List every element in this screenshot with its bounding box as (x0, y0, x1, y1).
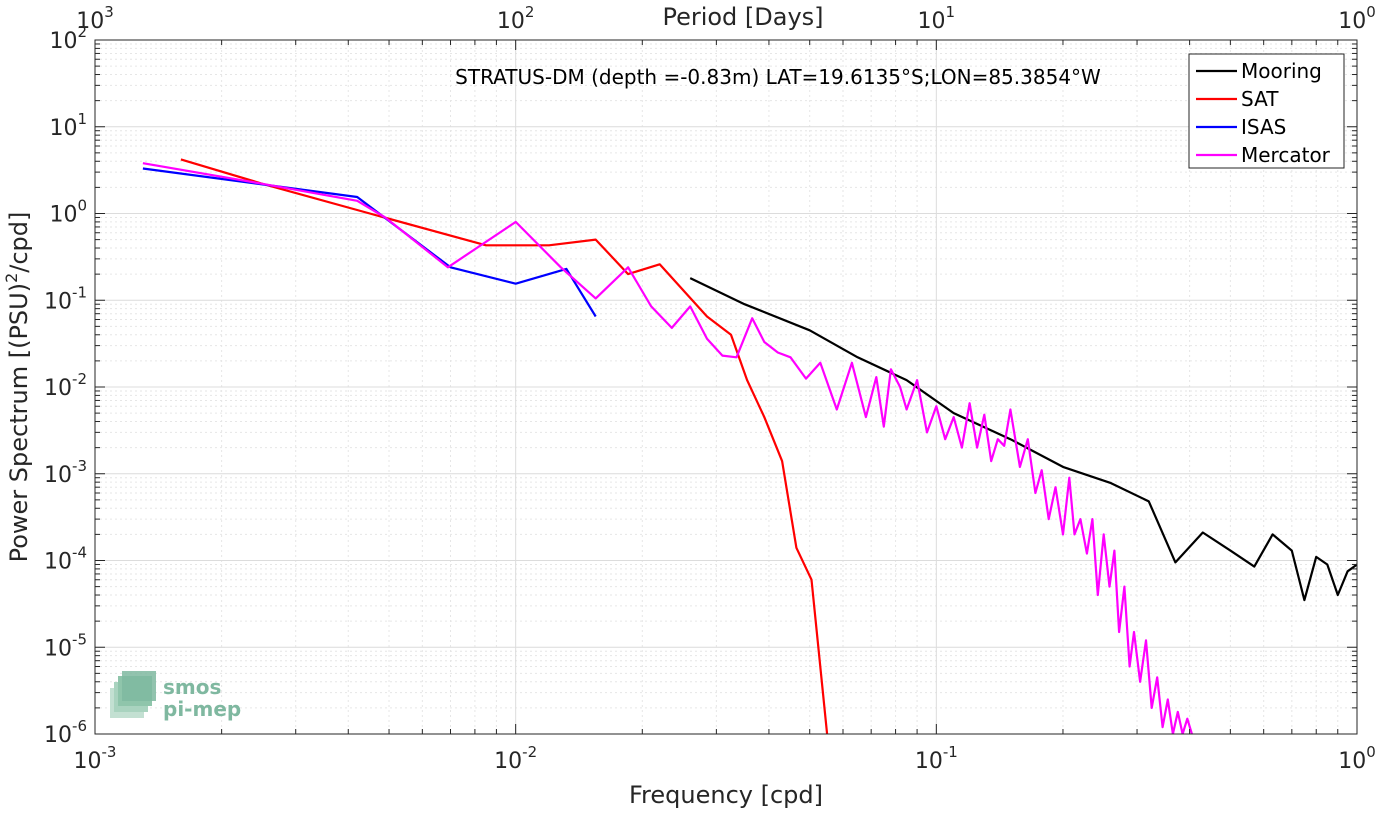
series-line-mercator (142, 162, 1193, 734)
y-tick-label-base: 10 (44, 463, 72, 488)
legend: Mooring SAT ISAS Mercator (1188, 53, 1345, 169)
top-tick-label-base: 10 (1338, 9, 1366, 34)
series-line-mooring (689, 277, 1357, 602)
y-tick-label-exp: 1 (77, 110, 87, 128)
legend-label-mercator: Mercator (1241, 143, 1331, 167)
plot-title: STRATUS-DM (depth =-0.83m) LAT=19.6135°S… (455, 65, 1101, 89)
logo-text-smos: smos (163, 675, 221, 699)
y-tick-label-base: 10 (44, 636, 72, 661)
top-tick-label-base: 10 (76, 9, 104, 34)
y-axis-title-base: Power Spectrum [(PSU) (5, 283, 33, 562)
top-tick-label-base: 10 (918, 9, 946, 34)
smos-pi-mep-logo: smos pi-mep (110, 671, 241, 721)
x-tick-label-base: 10 (915, 749, 943, 774)
y-tick-label-base: 10 (44, 550, 72, 575)
y-tick-label: 10-1 (44, 283, 87, 314)
x-tick-label-base: 10 (74, 749, 102, 774)
top-tick-label-exp: 2 (525, 3, 535, 21)
series-line-isas (142, 167, 597, 318)
series-line-sat (180, 158, 829, 734)
y-tick-label-exp: -4 (72, 544, 87, 562)
top-tick-label-exp: 3 (104, 3, 114, 21)
y-tick-label: 10-4 (44, 544, 87, 575)
top-axis-title: Period [Days] (662, 3, 823, 31)
y-tick-label: 10-6 (44, 717, 87, 748)
legend-box (1188, 53, 1345, 169)
x-tick-label: 10-2 (494, 743, 537, 774)
y-tick-label-base: 10 (44, 376, 72, 401)
top-tick-label-base: 10 (497, 9, 525, 34)
y-tick-label-exp: -1 (72, 283, 87, 301)
y-tick-label: 10-2 (44, 370, 87, 401)
top-tick-label: 102 (497, 3, 535, 34)
y-axis-title: Power Spectrum [(PSU)2/cpd] (2, 212, 33, 563)
y-tick-label-exp: -5 (72, 630, 87, 648)
y-tick-label-exp: 2 (77, 23, 87, 41)
tick-labels: 10-3 10-2 10-1 10010-610-510-410-310-210-11… (44, 3, 1376, 774)
y-tick-label-base: 10 (44, 289, 72, 314)
y-tick-label-base: 10 (49, 116, 77, 141)
y-tick-label-exp: -6 (72, 717, 87, 735)
top-tick-label: 103 (76, 3, 114, 34)
y-tick-label: 100 (49, 197, 87, 228)
grid (94, 39, 1358, 735)
x-axis-title: Frequency [cpd] (629, 781, 823, 809)
y-tick-label-base: 10 (44, 723, 72, 748)
series (142, 158, 1357, 734)
top-tick-label-exp: 0 (1366, 3, 1376, 21)
top-tick-label: 101 (918, 3, 956, 34)
top-tick-label: 100 (1338, 3, 1376, 34)
x-tick-label-exp: -2 (522, 743, 537, 761)
top-tick-label-exp: 1 (946, 3, 956, 21)
legend-label-isas: ISAS (1241, 115, 1286, 139)
x-tick-label-exp: -1 (943, 743, 958, 761)
x-tick-label-exp: 0 (1366, 743, 1376, 761)
y-tick-label-base: 10 (49, 29, 77, 54)
x-tick-label: 10-3 (74, 743, 117, 774)
y-tick-label-exp: -2 (72, 370, 87, 388)
x-tick-label: 10-1 (915, 743, 958, 774)
y-axis-title-sup: 2 (2, 273, 21, 283)
x-tick-label: 100 (1338, 743, 1376, 774)
y-tick-label-exp: -3 (72, 457, 87, 475)
logo-icon (110, 671, 156, 718)
legend-label-sat: SAT (1241, 87, 1279, 111)
x-tick-label-base: 10 (494, 749, 522, 774)
y-tick-label: 101 (49, 110, 87, 141)
x-tick-label-base: 10 (1338, 749, 1366, 774)
y-tick-label: 10-5 (44, 630, 87, 661)
axis-ticks (94, 39, 1358, 735)
y-tick-label: 102 (49, 23, 87, 54)
y-tick-label-base: 10 (49, 203, 77, 228)
logo-text-pi-mep: pi-mep (163, 697, 241, 721)
legend-label-mooring: Mooring (1241, 59, 1322, 83)
x-tick-label-exp: -3 (102, 743, 117, 761)
y-tick-label-exp: 0 (77, 197, 87, 215)
y-axis-title-tail: /cpd] (5, 212, 33, 273)
y-tick-label: 10-3 (44, 457, 87, 488)
